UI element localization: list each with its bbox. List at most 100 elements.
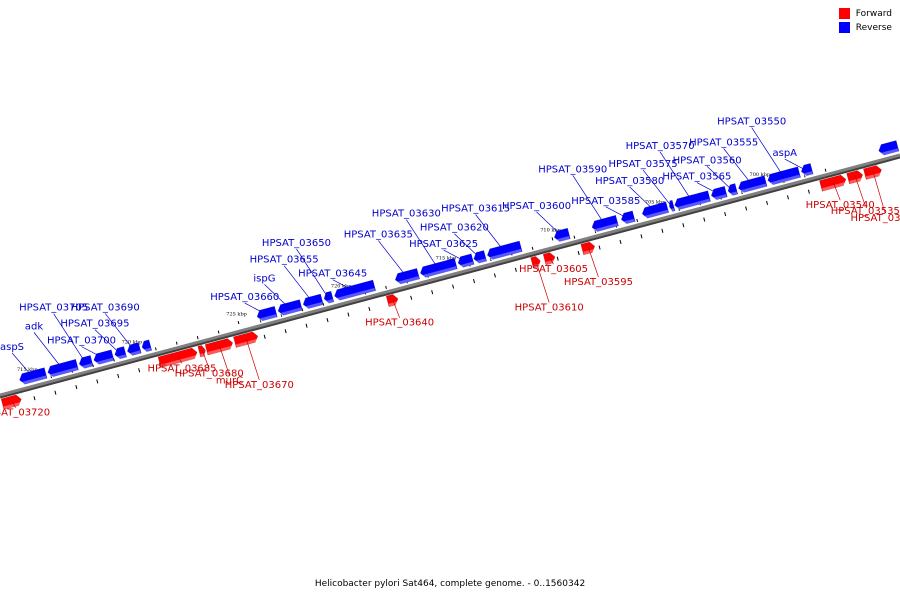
gene-shade [48,367,79,378]
tick-mark-lower [473,278,476,284]
reverse-gene[interactable] [333,279,377,302]
gene-shade [325,299,334,304]
tick-mark-lower [452,284,455,289]
gene-body [641,201,670,219]
reverse-gene[interactable] [18,367,48,386]
tick-mark-lower [263,334,266,339]
tick-mark-lower [745,206,748,211]
gene-body [591,214,619,232]
gene-body [710,185,728,201]
tick-mark [196,336,199,340]
gene-shade [279,307,302,317]
gene-label: adk [25,321,43,332]
gene-body [767,166,801,185]
reverse-gene[interactable] [92,349,115,366]
gene-shade [388,301,399,307]
genome-caption: Helicobacter pylori Sat464, complete gen… [314,579,586,589]
label-leader [629,186,656,212]
reverse-gene[interactable] [256,305,278,322]
reverse-gene[interactable] [668,199,676,212]
forward-gene[interactable] [0,394,23,410]
tick-mark-lower [431,290,434,295]
gene-body [157,347,198,368]
tick-label: 725 kbp [226,311,247,317]
reverse-gene[interactable] [141,339,153,353]
gene-shade [821,181,847,192]
reverse-gene[interactable] [113,346,127,360]
tick-mark-lower [33,396,36,401]
reverse-gene[interactable] [46,358,79,378]
tick-mark [50,375,53,379]
reverse-gene[interactable] [553,227,571,243]
label-leader [572,175,605,225]
label-leader [549,257,554,265]
gene-shade [128,350,141,357]
gene-body [0,394,22,410]
gene-shade [545,259,556,265]
reverse-gene[interactable] [766,166,801,186]
reverse-gene[interactable] [302,293,324,310]
gene-shade [20,375,47,386]
gene-label: HPSAT_03655 [250,255,319,266]
label-leader [177,356,183,364]
gene-body [394,268,420,285]
reverse-gene[interactable] [800,163,814,177]
tick-mark-lower [493,273,496,278]
tick-mark [385,285,387,289]
tick-mark [824,168,827,172]
tick-mark-lower [117,373,120,378]
reverse-gene[interactable] [277,299,303,317]
gene-body [420,257,458,278]
gene-label: HPSAT_03605 [519,264,588,275]
label-leader [784,158,807,171]
gene-label: HPSAT_03625 [409,239,478,250]
reverse-gene[interactable] [641,201,670,220]
gene-body [669,199,676,212]
reverse-gene[interactable] [673,190,711,211]
gene-body [256,305,278,322]
reverse-gene[interactable] [419,257,458,279]
label-leader [723,148,753,186]
forward-gene[interactable] [819,174,847,192]
tick-mark [573,235,576,239]
gene-shade [160,354,199,368]
gene-label: HPSAT_03600 [502,201,571,212]
forward-gene[interactable] [385,293,399,308]
gene-label: HPSAT_03575 [609,159,678,170]
reverse-gene[interactable] [472,250,487,265]
gene-label: HPSAT_03700 [47,336,116,347]
reverse-gene[interactable] [394,268,420,285]
tick-mark-lower [640,234,643,239]
gene-label: HPSAT_03650 [262,238,331,249]
genome-axis [0,153,900,399]
reverse-gene[interactable] [620,210,636,225]
reverse-gene[interactable] [737,175,768,194]
label-leader [751,127,784,177]
label-leader [535,261,550,303]
reverse-gene[interactable] [591,214,619,233]
reverse-gene[interactable] [486,240,523,261]
gene-label: HPSAT_03610 [515,303,584,314]
tick-mark-lower [305,323,308,328]
axis-line [0,153,900,397]
reverse-gene[interactable] [727,183,739,197]
gene-shade [488,248,522,261]
gene-label: HPSAT_03690 [71,302,140,313]
gene-body [674,190,711,210]
forward-gene[interactable] [157,347,199,368]
reverse-gene[interactable] [323,290,335,304]
label-leader [832,181,841,201]
gene-shade [304,301,323,310]
reverse-gene[interactable] [710,185,728,201]
tick-mark-lower [786,195,789,200]
tick-mark [237,321,240,325]
reverse-gene[interactable] [877,140,900,157]
gene-label: HPSAT_03685 [147,363,216,374]
label-leader [296,248,329,299]
tick-mark-lower [75,384,78,390]
gene-shade [729,191,738,197]
reverse-gene[interactable] [457,253,475,269]
tick-mark-lower [326,318,329,323]
gene-shade [712,194,727,201]
